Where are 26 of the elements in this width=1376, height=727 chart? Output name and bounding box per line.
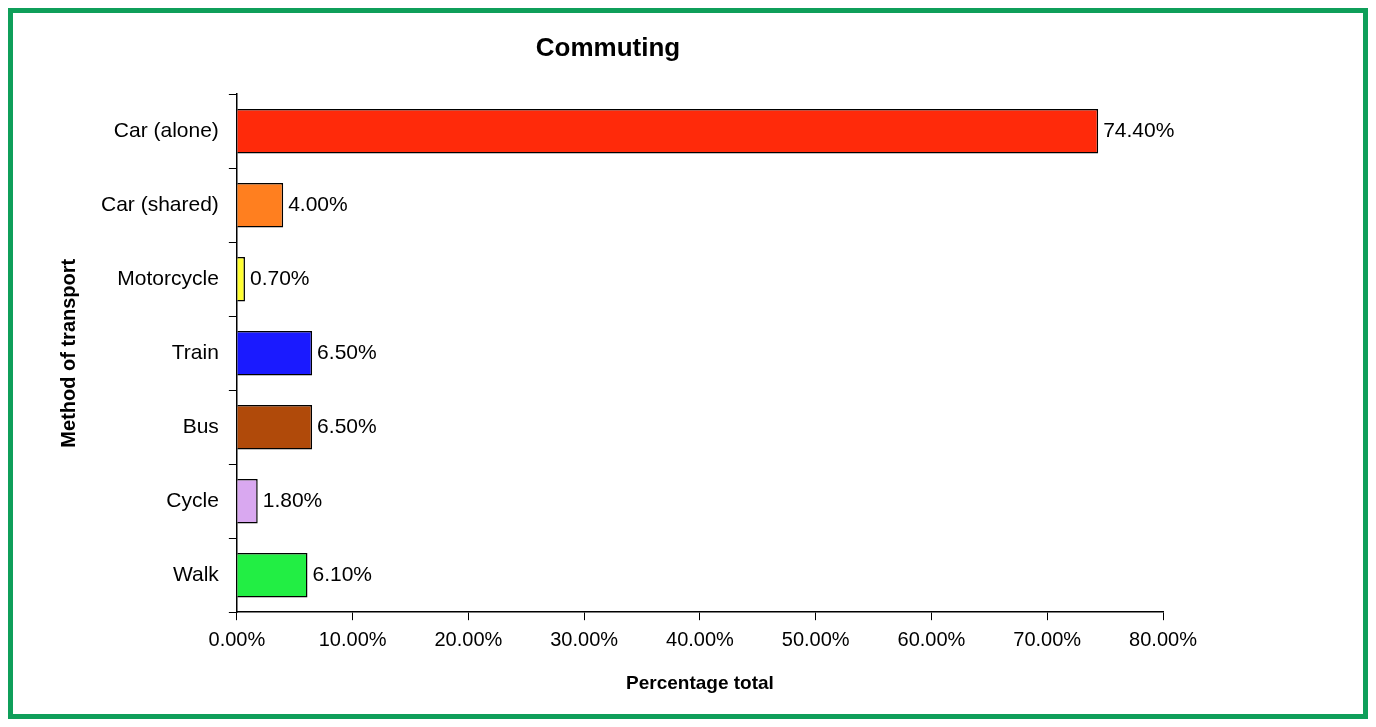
x-tick-label: 30.00% — [550, 627, 619, 650]
data-label: 1.80% — [262, 488, 323, 511]
y-tick-label: Car (shared) — [100, 192, 219, 215]
data-label: 6.10% — [312, 562, 373, 585]
y-axis-title: Method of transport — [56, 258, 79, 448]
y-tick-label: Walk — [172, 562, 220, 585]
y-tick-label: Motorcycle — [117, 266, 219, 289]
x-tick-label: 80.00% — [1129, 627, 1198, 650]
data-label: 74.40% — [1103, 118, 1175, 141]
y-tick-label: Car (alone) — [113, 118, 219, 141]
data-label: 6.50% — [317, 414, 377, 437]
y-tick-label: Cycle — [166, 488, 219, 511]
x-tick-label: 0.00% — [208, 627, 266, 650]
y-tick-label: Train — [171, 340, 219, 363]
x-tick-label: 40.00% — [666, 627, 735, 650]
chart-title: Commuting — [535, 31, 681, 62]
x-tick-label: 20.00% — [434, 627, 503, 650]
y-tick-label: Bus — [182, 414, 219, 437]
x-tick-label: 60.00% — [897, 627, 966, 650]
data-label: 6.50% — [317, 340, 377, 363]
x-axis-title: Percentage total — [626, 671, 774, 693]
x-tick-label: 70.00% — [1013, 627, 1082, 650]
x-tick-label: 10.00% — [318, 627, 387, 650]
x-tick-label: 50.00% — [781, 627, 850, 650]
data-label: 4.00% — [288, 192, 348, 215]
data-label: 0.70% — [249, 266, 310, 289]
